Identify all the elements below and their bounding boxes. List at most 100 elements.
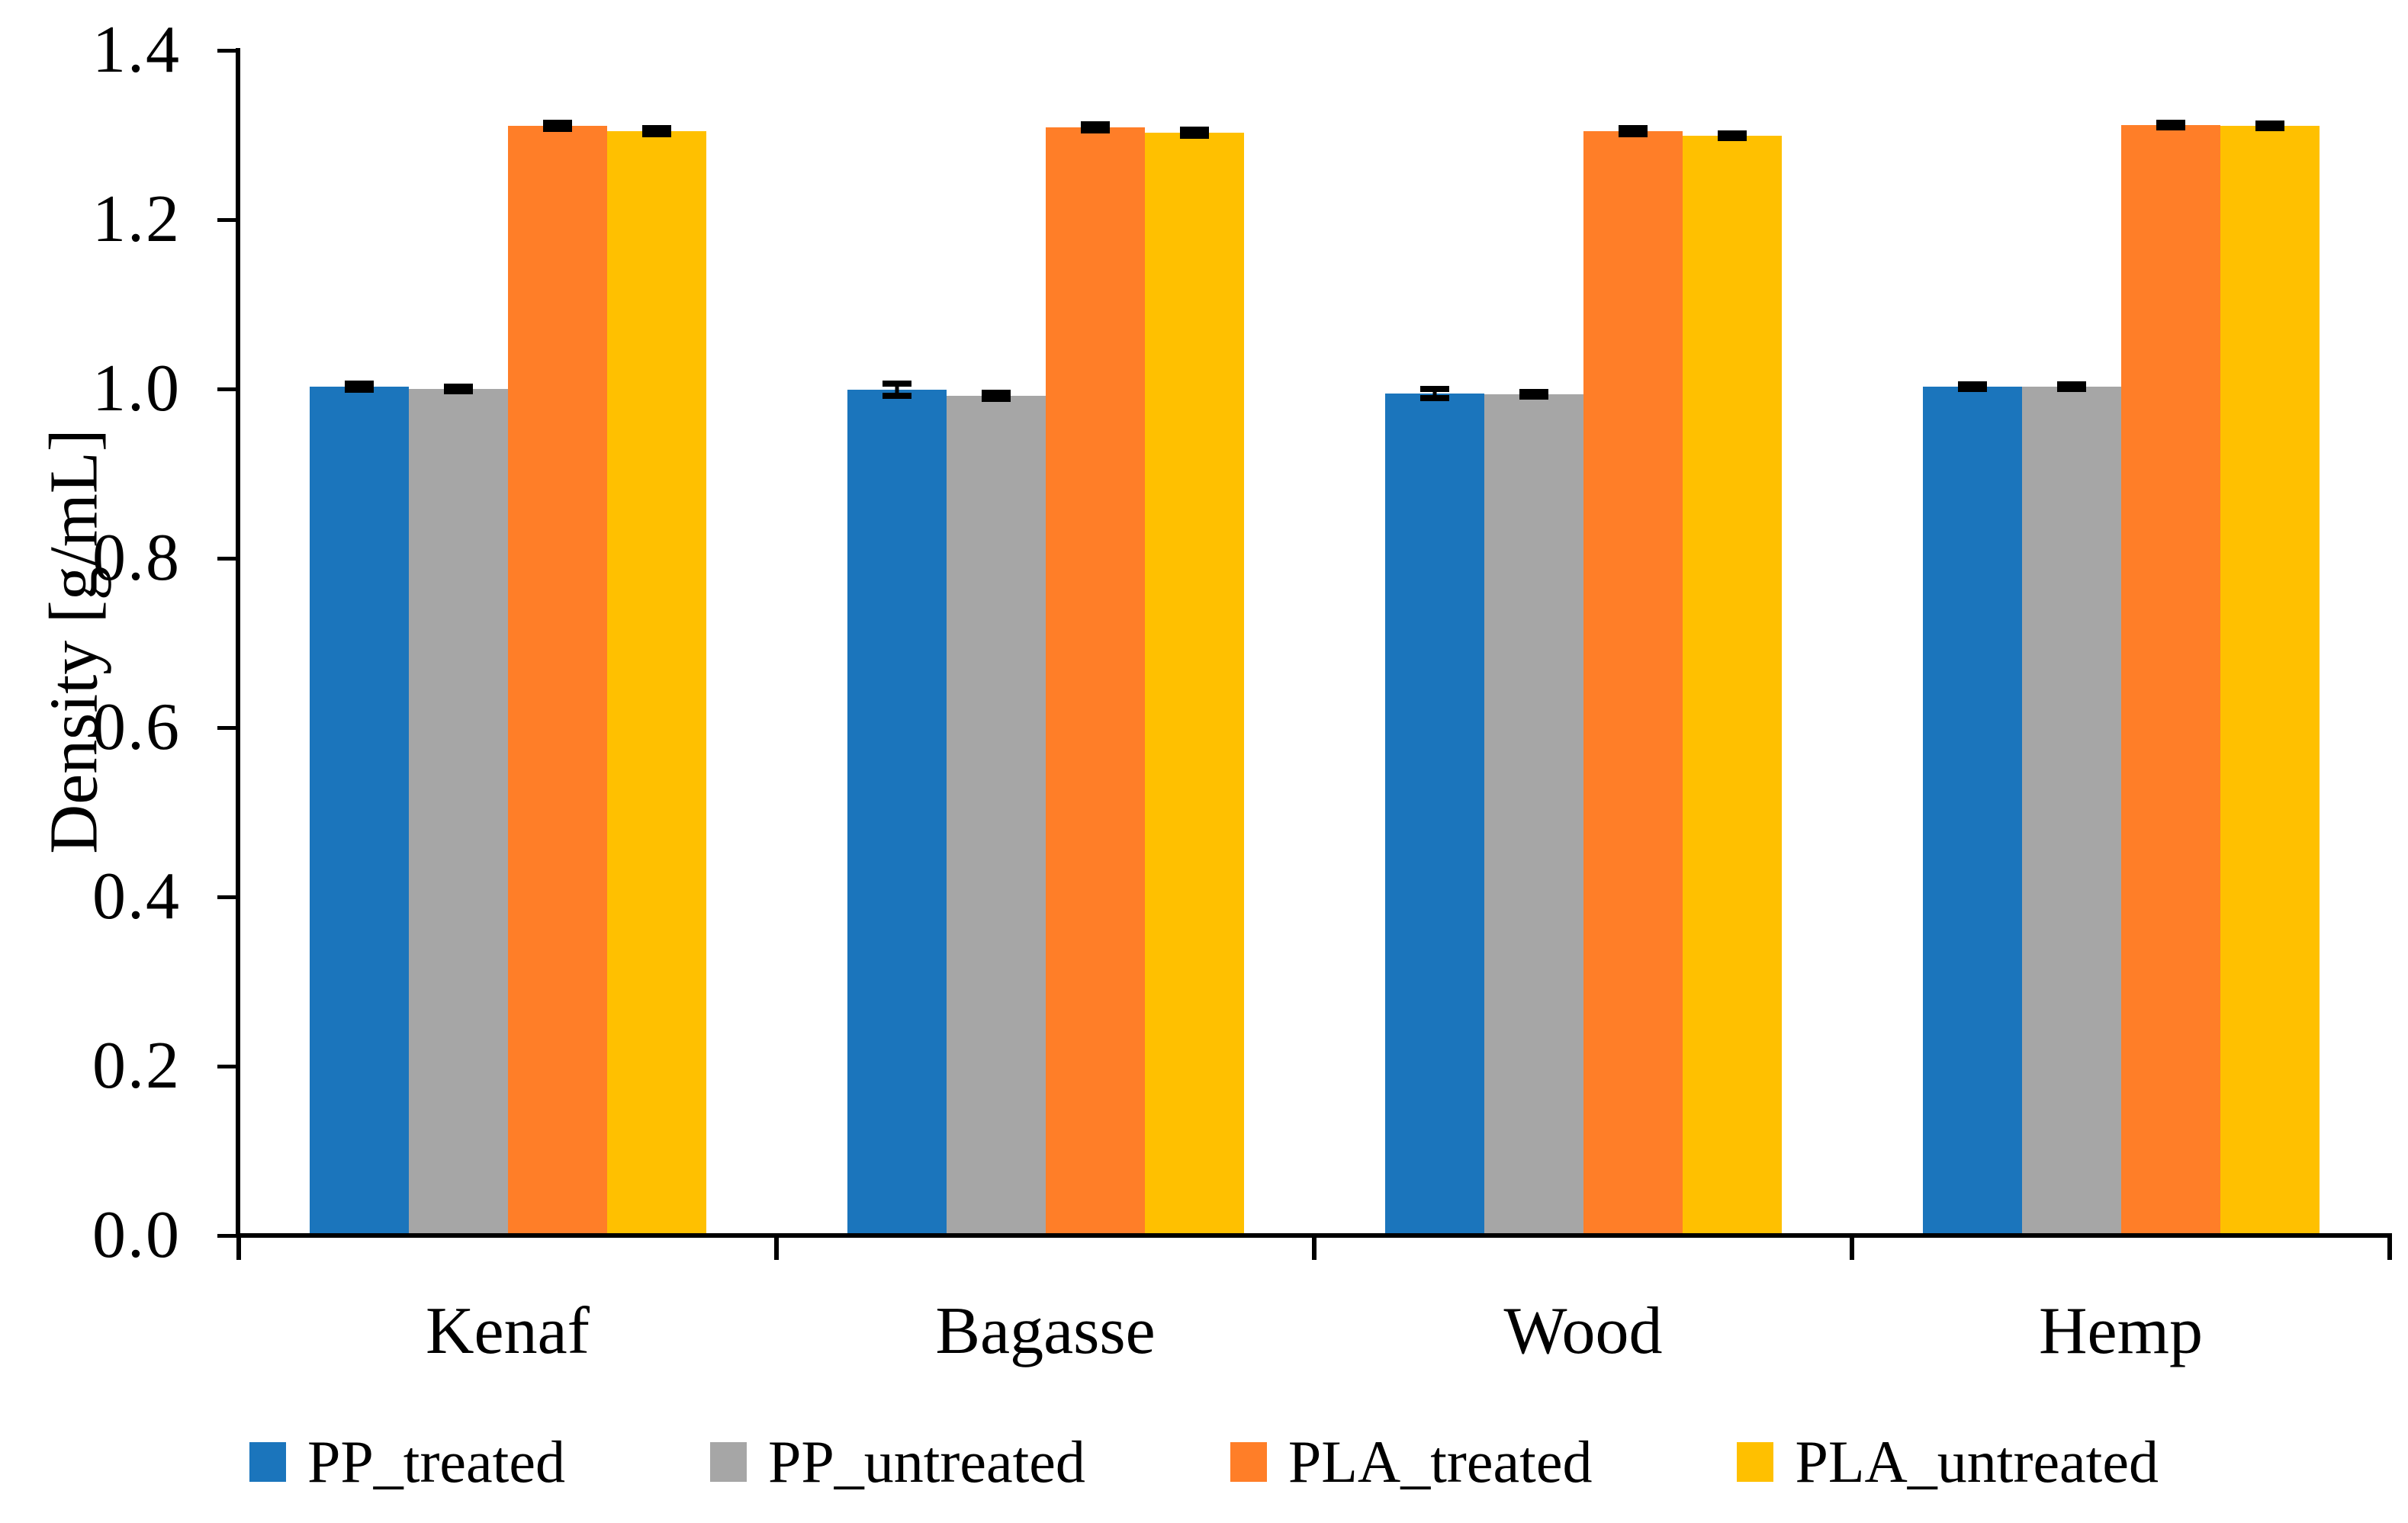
- error-bar-cap-top: [344, 380, 374, 387]
- error-bar-cap-bottom: [2056, 386, 2086, 393]
- y-tick-label: 0.8: [92, 521, 181, 595]
- legend-item-pla-treated: PLA_treated: [1230, 1428, 1593, 1495]
- error-bar-wood-pla-untreated: [1717, 130, 1747, 142]
- legend-swatch-pp-treated: [249, 1442, 287, 1482]
- bar-bagasse-pla-untreated: [1144, 133, 1244, 1233]
- y-tick-mark: [217, 557, 237, 561]
- bar-wood-pp-untreated: [1484, 394, 1583, 1233]
- x-tick-mark: [1312, 1238, 1317, 1260]
- y-tick-mark: [217, 1234, 237, 1238]
- error-bar-cap-top: [1618, 124, 1648, 131]
- error-bar-wood-pla-treated: [1618, 124, 1648, 138]
- legend-label-pla-untreated: PLA_untreated: [1795, 1428, 2159, 1495]
- y-tick-label: 0.2: [92, 1029, 181, 1103]
- y-tick-mark: [217, 1065, 237, 1068]
- y-tick-mark: [217, 726, 237, 730]
- error-bar-hemp-pla-untreated: [2255, 120, 2284, 132]
- x-tick-mark: [1850, 1238, 1854, 1260]
- y-tick-label: 0.4: [92, 859, 181, 933]
- error-bar-whisker: [1432, 386, 1436, 401]
- error-bar-hemp-pp-untreated: [2056, 381, 2086, 393]
- legend-swatch-pla-treated: [1230, 1442, 1267, 1482]
- error-bar-kenaf-pp-untreated: [443, 383, 473, 395]
- bar-wood-pp-treated: [1384, 394, 1484, 1233]
- error-bar-cap-top: [1519, 388, 1548, 395]
- bar-kenaf-pla-treated: [507, 126, 607, 1233]
- bar-bagasse-pla-treated: [1045, 127, 1145, 1233]
- error-bar-kenaf-pp-treated: [344, 380, 374, 394]
- y-tick-mark: [217, 387, 237, 391]
- bar-wood-pla-treated: [1583, 131, 1683, 1233]
- error-bar-cap-bottom: [344, 387, 374, 394]
- legend-item-pla-untreated: PLA_untreated: [1737, 1432, 2159, 1492]
- error-bar-cap-bottom: [1957, 386, 1987, 393]
- bar-hemp-pla-untreated: [2220, 126, 2320, 1233]
- error-bar-cap-top: [2156, 119, 2185, 126]
- error-bar-cap-bottom: [1080, 127, 1110, 134]
- error-bar-cap-bottom: [1179, 133, 1209, 140]
- legend-item-pp-untreated: PP_untreated: [709, 1428, 1085, 1495]
- x-axis-line: [236, 1233, 2392, 1238]
- bar-bagasse-pp-treated: [847, 390, 947, 1233]
- y-axis-line: [236, 48, 240, 1238]
- error-bar-cap-bottom: [981, 396, 1011, 403]
- error-bar-whisker: [357, 380, 361, 394]
- error-bar-whisker: [1631, 124, 1635, 138]
- bar-hemp-pla-treated: [2120, 125, 2220, 1233]
- error-bar-wood-pp-treated: [1419, 386, 1449, 401]
- bar-bagasse-pp-untreated: [946, 396, 1046, 1233]
- y-tick-label: 1.4: [92, 13, 181, 87]
- legend-label-pp-treated: PP_treated: [307, 1428, 565, 1495]
- error-bar-bagasse-pp-treated: [882, 381, 911, 399]
- error-bar-cap-top: [981, 389, 1011, 396]
- bar-kenaf-pp-treated: [309, 387, 409, 1233]
- legend-swatch-pp-untreated: [709, 1442, 747, 1482]
- error-bar-cap-top: [2255, 120, 2284, 127]
- x-tick-mark: [236, 1238, 241, 1260]
- error-bar-whisker: [555, 119, 559, 133]
- y-tick-mark: [217, 895, 237, 899]
- error-bar-cap-bottom: [641, 131, 671, 138]
- y-axis-title: Density [g/mL]: [36, 429, 112, 854]
- y-tick-mark: [217, 49, 237, 53]
- error-bar-hemp-pp-treated: [1957, 381, 1987, 393]
- error-bar-kenaf-pla-treated: [542, 119, 572, 133]
- y-tick-label: 0.6: [92, 690, 181, 764]
- legend: PP_treated PP_untreated PLA_treated PLA_unt…: [0, 1428, 2408, 1496]
- error-bar-whisker: [994, 389, 998, 403]
- bar-hemp-pp-treated: [1922, 387, 2022, 1233]
- x-category-label-kenaf: Kenaf: [426, 1293, 590, 1368]
- y-tick-mark: [217, 218, 237, 222]
- legend-label-pla-treated: PLA_treated: [1288, 1428, 1593, 1495]
- y-tick-label: 1.0: [92, 352, 181, 426]
- error-bar-whisker: [895, 381, 899, 399]
- error-bar-kenaf-pla-untreated: [641, 124, 671, 138]
- error-bar-cap-top: [542, 119, 572, 126]
- error-bar-whisker: [1192, 126, 1196, 140]
- error-bar-bagasse-pp-untreated: [981, 389, 1011, 403]
- error-bar-cap-top: [1179, 126, 1209, 133]
- error-bar-cap-bottom: [542, 126, 572, 133]
- error-bar-whisker: [1093, 120, 1097, 134]
- y-tick-label: 0.0: [92, 1198, 181, 1272]
- error-bar-cap-bottom: [2255, 125, 2284, 132]
- x-category-label-wood: Wood: [1503, 1293, 1663, 1368]
- error-bar-bagasse-pla-treated: [1080, 120, 1110, 134]
- error-bar-wood-pp-untreated: [1519, 388, 1548, 400]
- error-bar-cap-bottom: [882, 392, 911, 399]
- error-bar-cap-bottom: [1618, 131, 1648, 138]
- x-tick-mark: [2387, 1238, 2392, 1260]
- error-bar-cap-bottom: [2156, 124, 2185, 131]
- legend-label-pp-untreated: PP_untreated: [767, 1428, 1085, 1495]
- bar-kenaf-pp-untreated: [408, 389, 508, 1233]
- error-bar-cap-bottom: [1519, 394, 1548, 400]
- error-bar-cap-top: [2056, 381, 2086, 387]
- error-bar-whisker: [654, 124, 658, 138]
- error-bar-cap-top: [1419, 386, 1449, 393]
- error-bar-cap-top: [1957, 381, 1987, 387]
- error-bar-cap-top: [1717, 130, 1747, 137]
- error-bar-cap-bottom: [443, 388, 473, 395]
- x-tick-mark: [774, 1238, 779, 1260]
